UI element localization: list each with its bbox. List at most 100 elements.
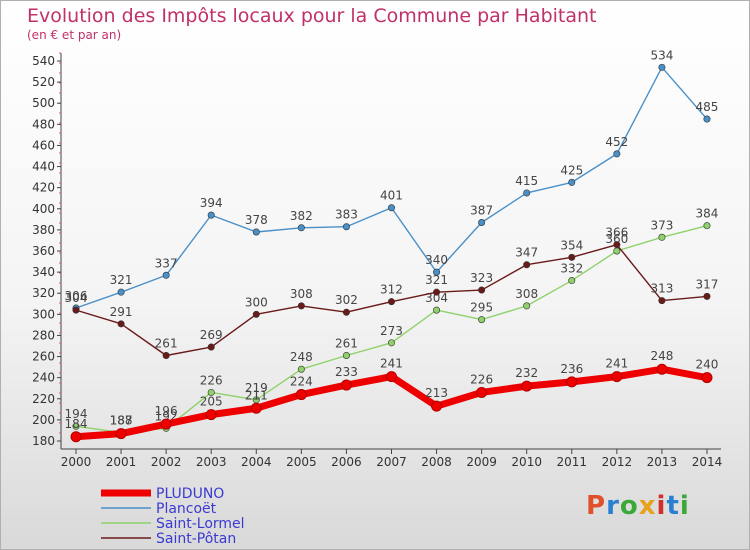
data-label: 295 <box>470 301 493 315</box>
x-tick-label: 2006 <box>331 455 362 469</box>
logo-letter: P <box>586 491 607 521</box>
data-point <box>295 389 307 401</box>
data-label: 425 <box>560 163 583 177</box>
data-point <box>342 223 350 231</box>
data-point <box>207 343 215 351</box>
x-tick-label: 2003 <box>196 455 227 469</box>
data-label: 184 <box>65 417 88 431</box>
data-label: 354 <box>560 238 583 252</box>
data-label: 306 <box>65 289 88 303</box>
data-label: 321 <box>110 273 133 287</box>
data-label: 211 <box>245 388 268 402</box>
data-point <box>566 376 578 388</box>
data-point <box>205 409 217 421</box>
data-label: 534 <box>650 48 673 62</box>
x-tick-label: 2014 <box>692 455 723 469</box>
y-tick-label: 460 <box>32 138 55 152</box>
data-label: 233 <box>335 365 358 379</box>
x-tick-label: 2004 <box>241 455 272 469</box>
y-tick-label: 420 <box>32 181 55 195</box>
data-label: 236 <box>560 362 583 376</box>
data-label: 300 <box>245 295 268 309</box>
data-label: 382 <box>290 209 313 223</box>
logo-letter: i <box>679 491 690 521</box>
y-tick-label: 480 <box>32 117 55 131</box>
data-label: 269 <box>200 328 223 342</box>
y-tick-label: 440 <box>32 160 55 174</box>
data-label: 196 <box>155 404 178 418</box>
data-label: 213 <box>425 386 448 400</box>
data-label: 232 <box>515 366 538 380</box>
logo-letter: o <box>619 491 639 521</box>
data-point <box>478 286 486 294</box>
data-point <box>252 310 260 318</box>
chart-subtitle: (en € et par an) <box>27 28 122 42</box>
legend-label: Saint-Lormel <box>156 516 245 532</box>
data-point <box>72 422 80 430</box>
data-point <box>523 302 531 310</box>
data-label: 415 <box>515 174 538 188</box>
data-label: 205 <box>200 395 223 409</box>
data-label: 241 <box>380 357 403 371</box>
data-point <box>342 308 350 316</box>
y-tick-label: 220 <box>32 392 55 406</box>
y-tick-label: 200 <box>32 413 55 427</box>
data-label: 308 <box>290 287 313 301</box>
data-point <box>568 277 576 285</box>
data-point <box>476 386 488 398</box>
data-point <box>658 63 666 71</box>
data-label: 261 <box>155 337 178 351</box>
data-point <box>478 316 486 324</box>
x-tick-label: 2011 <box>556 455 587 469</box>
data-label: 261 <box>335 337 358 351</box>
data-point <box>207 388 215 396</box>
data-label: 452 <box>605 135 628 149</box>
data-point <box>117 320 125 328</box>
data-label: 360 <box>605 232 628 246</box>
data-label: 401 <box>380 189 403 203</box>
data-point <box>433 306 441 314</box>
data-label: 308 <box>515 287 538 301</box>
y-tick-label: 540 <box>32 54 55 68</box>
data-label: 194 <box>65 407 88 421</box>
logo-letter: t <box>666 491 680 521</box>
data-point <box>703 222 711 230</box>
data-point <box>207 211 215 219</box>
data-point <box>297 365 305 373</box>
y-tick-label: 240 <box>32 371 55 385</box>
x-tick-label: 2012 <box>602 455 633 469</box>
x-tick-label: 2009 <box>466 455 497 469</box>
data-point <box>701 372 713 384</box>
data-label: 226 <box>200 373 223 387</box>
data-label: 188 <box>110 414 133 428</box>
data-point <box>115 428 127 440</box>
data-point <box>72 306 80 314</box>
x-tick-label: 2007 <box>376 455 407 469</box>
y-tick-label: 300 <box>32 307 55 321</box>
data-point <box>387 298 395 306</box>
data-point <box>613 247 621 255</box>
data-label: 347 <box>515 246 538 260</box>
data-point <box>70 431 82 443</box>
data-label: 248 <box>650 349 673 363</box>
data-point <box>431 400 443 412</box>
data-label: 366 <box>605 226 628 240</box>
data-label: 321 <box>425 273 448 287</box>
y-tick-label: 400 <box>32 202 55 216</box>
x-tick-label: 2013 <box>647 455 678 469</box>
y-tick-label: 360 <box>32 244 55 258</box>
logo-letter: i <box>656 491 667 521</box>
data-label: 291 <box>110 305 133 319</box>
data-point <box>521 380 533 392</box>
data-point <box>387 339 395 347</box>
x-tick-label: 2001 <box>106 455 137 469</box>
data-point <box>340 379 352 391</box>
y-tick-label: 260 <box>32 350 55 364</box>
data-label: 273 <box>380 324 403 338</box>
data-label: 219 <box>245 381 268 395</box>
data-point <box>342 351 350 359</box>
data-point <box>703 292 711 300</box>
data-label: 240 <box>696 358 719 372</box>
legend-label: Plancoët <box>156 501 217 517</box>
